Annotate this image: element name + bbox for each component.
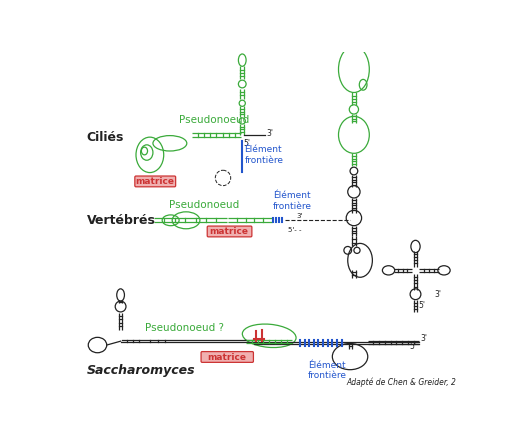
Text: 5': 5' bbox=[244, 139, 251, 149]
Text: 5': 5' bbox=[419, 301, 426, 309]
Text: 3': 3' bbox=[296, 213, 303, 218]
Text: Vertébrés: Vertébrés bbox=[87, 214, 155, 227]
FancyBboxPatch shape bbox=[135, 176, 176, 187]
Text: Saccharomyces: Saccharomyces bbox=[87, 364, 195, 377]
FancyBboxPatch shape bbox=[201, 352, 253, 362]
Text: Ciliés: Ciliés bbox=[87, 131, 124, 144]
Text: Pseudonoeud ?: Pseudonoeud ? bbox=[145, 323, 224, 333]
Text: 3': 3' bbox=[266, 129, 273, 138]
Text: 5': 5' bbox=[409, 342, 416, 351]
Text: Pseudonoeud: Pseudonoeud bbox=[179, 115, 249, 125]
Text: 5'- -: 5'- - bbox=[288, 226, 302, 232]
Text: matrice: matrice bbox=[210, 227, 249, 236]
Text: matrice: matrice bbox=[207, 353, 246, 362]
Text: Adapté de Chen & Greider, 2: Adapté de Chen & Greider, 2 bbox=[346, 377, 456, 387]
Text: Élément
frontière: Élément frontière bbox=[273, 191, 312, 211]
Text: 3': 3' bbox=[435, 291, 442, 299]
Ellipse shape bbox=[242, 324, 296, 347]
Text: Élément
frontière: Élément frontière bbox=[308, 361, 346, 380]
Text: Pseudonoeud: Pseudonoeud bbox=[169, 200, 239, 210]
Text: Élément
frontière: Élément frontière bbox=[245, 145, 284, 165]
Text: 3': 3' bbox=[421, 334, 428, 343]
Text: matrice: matrice bbox=[136, 177, 175, 186]
FancyBboxPatch shape bbox=[207, 226, 252, 237]
